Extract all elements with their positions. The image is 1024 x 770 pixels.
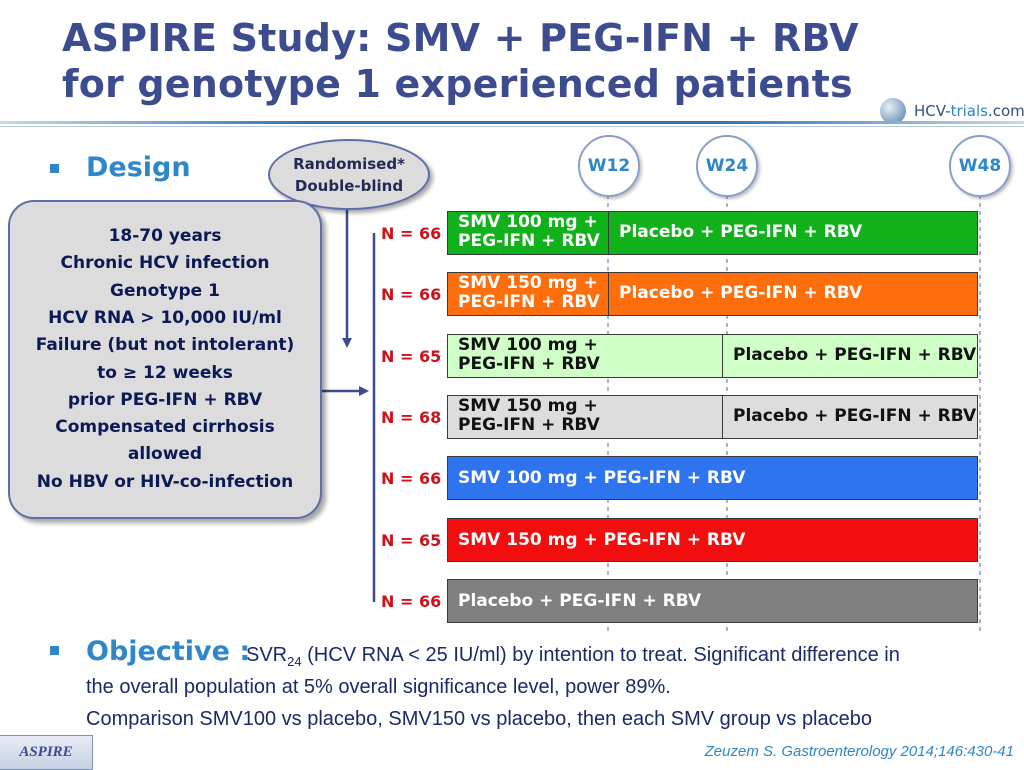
- arm-active-segment: SMV 100 mg + PEG-IFN + RBV: [448, 212, 609, 254]
- criteria-line: Chronic HCV infection: [60, 253, 270, 274]
- criteria-line: allowed: [127, 444, 203, 465]
- randomised-callout: Randomised* Double-blind: [268, 139, 430, 210]
- arm-active-line2: PEG-IFN + RBV: [458, 231, 600, 251]
- criteria-line: prior PEG-IFN + RBV: [67, 389, 263, 410]
- arm-placebo-label: Placebo + PEG-IFN + RBV: [619, 222, 863, 242]
- criteria-line: Failure (but not intolerant): [35, 335, 295, 356]
- arm-n-label: N = 66: [381, 224, 442, 243]
- arm-placebo-label: Placebo + PEG-IFN + RBV: [619, 283, 863, 303]
- arm-placebo-label: Placebo + PEG-IFN + RBV: [733, 406, 977, 426]
- timepoint-w24: W24: [696, 135, 758, 197]
- treatment-arm: SMV 150 mg + PEG-IFN + RBV: [447, 518, 978, 562]
- design-bullet-icon: [50, 164, 59, 173]
- design-heading: Design: [86, 152, 191, 183]
- randomised-line2: Double-blind: [294, 176, 404, 195]
- treatment-arm: SMV 100 mg + PEG-IFN + RBV Placebo + PEG-I…: [447, 334, 978, 378]
- arm-n-label: N = 66: [381, 592, 442, 611]
- arm-n-label: N = 65: [381, 347, 442, 366]
- objective-heading: Objective :: [86, 636, 251, 667]
- timepoint-w12: W12: [578, 135, 640, 197]
- slide-title-line2: for genotype 1 experienced patients: [62, 62, 853, 106]
- arm-regimen-label: Placebo + PEG-IFN + RBV: [458, 591, 702, 611]
- inclusion-criteria-box: 18-70 years Chronic HCV infection Genotype…: [8, 200, 322, 519]
- criteria-line: to ≥ 12 weeks: [97, 362, 233, 383]
- arm-active-segment: SMV 100 mg + PEG-IFN + RBV: [448, 335, 723, 377]
- arm-active-line2: PEG-IFN + RBV: [458, 415, 600, 435]
- treatment-arm: SMV 100 mg + PEG-IFN + RBV Placebo + PEG-I…: [447, 211, 978, 255]
- header-divider: [0, 121, 1024, 124]
- arm-n-label: N = 68: [381, 408, 442, 427]
- objective-line1-rest: (HCV RNA < 25 IU/ml) by intention to tre…: [301, 644, 900, 666]
- objective-svr: SVR: [246, 644, 288, 666]
- arm-active-line2: PEG-IFN + RBV: [458, 354, 600, 374]
- criteria-line: Compensated cirrhosis: [55, 417, 275, 438]
- arm-active-line1: SMV 100 mg +: [458, 335, 598, 355]
- logo-text: HCV-trials.com: [914, 102, 1024, 120]
- objective-line1: SVR24 (HCV RNA < 25 IU/ml) by intention …: [246, 644, 900, 669]
- objective-line3: Comparison SMV100 vs placebo, SMV150 vs …: [86, 708, 872, 730]
- arm-active-line2: PEG-IFN + RBV: [458, 292, 600, 312]
- arm-regimen-label: SMV 150 mg + PEG-IFN + RBV: [458, 530, 746, 550]
- criteria-line: 18-70 years: [108, 226, 222, 247]
- study-tag: ASPIRE: [0, 735, 93, 770]
- hcv-trials-logo: HCV-trials.com: [880, 98, 1024, 126]
- logo-text-tail: .com: [987, 102, 1024, 120]
- slide-title-line1: ASPIRE Study: SMV + PEG-IFN + RBV: [62, 16, 859, 60]
- treatment-arm: SMV 150 mg + PEG-IFN + RBV Placebo + PEG-I…: [447, 272, 978, 316]
- logo-globe-icon: [880, 98, 906, 124]
- randomised-line1: Randomised*: [293, 154, 405, 173]
- treatment-arm: SMV 100 mg + PEG-IFN + RBV: [447, 456, 978, 500]
- arm-n-label: N = 65: [381, 531, 442, 550]
- arm-n-label: N = 66: [381, 285, 442, 304]
- logo-text-accent: trials: [950, 102, 988, 120]
- objective-bullet-icon: [50, 646, 59, 655]
- criteria-line: Genotype 1: [110, 280, 220, 301]
- arm-active-segment: SMV 150 mg + PEG-IFN + RBV: [448, 273, 609, 315]
- criteria-line: HCV RNA > 10,000 IU/ml: [48, 307, 282, 328]
- arm-active-segment: SMV 150 mg + PEG-IFN + RBV: [448, 396, 723, 438]
- arm-regimen-label: SMV 100 mg + PEG-IFN + RBV: [458, 468, 746, 488]
- arm-n-label: N = 66: [381, 469, 442, 488]
- criteria-line: No HBV or HIV-co-infection: [36, 471, 294, 492]
- arm-active-line1: SMV 100 mg +: [458, 212, 598, 232]
- arm-active-line1: SMV 150 mg +: [458, 396, 598, 416]
- reference-citation: Zeuzem S. Gastroenterology 2014;146:430-…: [704, 743, 1014, 760]
- logo-text-main: HCV-: [914, 102, 951, 120]
- treatment-arm: Placebo + PEG-IFN + RBV: [447, 579, 978, 623]
- objective-svr-sub: 24: [287, 654, 302, 669]
- treatment-arm: SMV 150 mg + PEG-IFN + RBV Placebo + PEG-I…: [447, 395, 978, 439]
- arm-placebo-label: Placebo + PEG-IFN + RBV: [733, 345, 977, 365]
- timepoint-w48: W48: [949, 135, 1011, 197]
- arm-active-line1: SMV 150 mg +: [458, 273, 598, 293]
- header-divider-thin: [0, 126, 1024, 127]
- objective-line2: the overall population at 5% overall sig…: [86, 676, 671, 698]
